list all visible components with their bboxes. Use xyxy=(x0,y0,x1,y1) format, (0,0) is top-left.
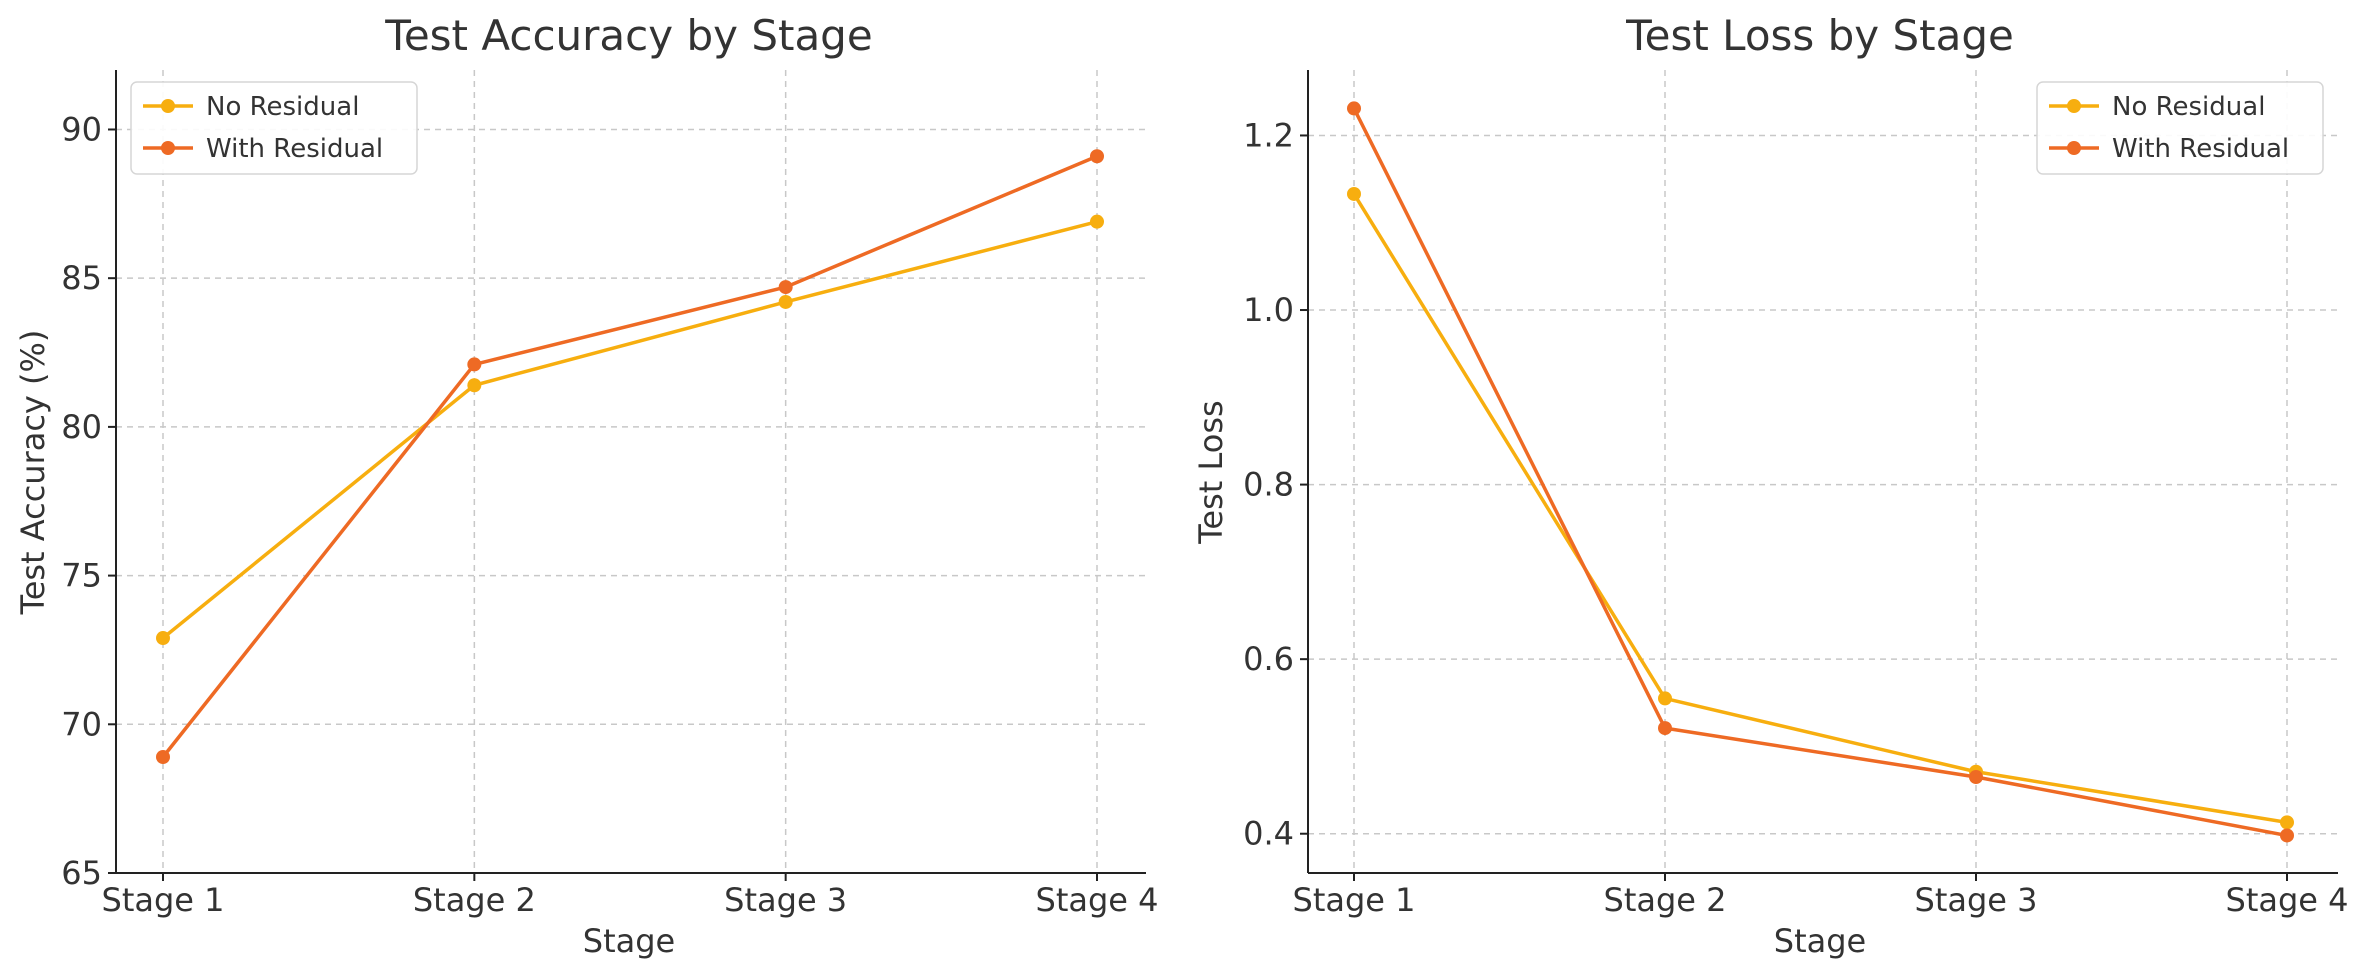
data-point xyxy=(1969,769,1983,784)
x-tick-label: Stage 4 xyxy=(2226,881,2349,919)
legend-marker xyxy=(2067,141,2081,155)
data-point xyxy=(156,631,170,646)
y-tick-label: 1.0 xyxy=(1243,291,1294,329)
data-point xyxy=(1658,721,1672,736)
data-point xyxy=(156,750,170,765)
y-tick-label: 75 xyxy=(61,557,102,595)
series-line-1 xyxy=(1352,107,2288,838)
x-tick-label: Stage 2 xyxy=(1604,881,1727,919)
legend-label: With Residual xyxy=(206,134,383,164)
series-line-0 xyxy=(161,219,1098,640)
y-tick-label: 0.8 xyxy=(1243,466,1294,504)
y-tick-label: 70 xyxy=(61,705,102,743)
chart-title: Test Loss by Stage xyxy=(1625,11,2014,60)
legend-box xyxy=(2036,81,2324,175)
loss-chart: Test Loss by Stage Stage Test Loss Stage… xyxy=(1192,11,2349,960)
data-point xyxy=(778,280,793,295)
x-tick-label: Stage 1 xyxy=(102,881,225,919)
legend: No Residual With Residual xyxy=(2036,81,2324,175)
data-point xyxy=(1090,214,1104,229)
x-axis-label: Stage xyxy=(1774,922,1866,960)
ticks: Stage 1 Stage 2 Stage 3 Stage 4 65 70 75 80 85 90 xyxy=(61,110,1158,919)
series-line-1 xyxy=(161,154,1098,759)
x-tick-label: Stage 2 xyxy=(413,881,536,919)
y-tick-label: 0.6 xyxy=(1243,640,1294,678)
x-tick-label: Stage 4 xyxy=(1036,881,1159,919)
y-tick-label: 85 xyxy=(61,259,102,297)
axes xyxy=(115,70,1146,874)
legend-marker xyxy=(161,99,175,113)
legend-label: With Residual xyxy=(2112,134,2289,164)
legend-label: No Residual xyxy=(206,92,359,122)
data-point xyxy=(2280,815,2294,830)
y-tick-label: 80 xyxy=(61,408,102,446)
data-point xyxy=(467,378,482,393)
series xyxy=(156,149,1104,765)
ticks: Stage 1 Stage 2 Stage 3 Stage 4 0.4 0.6 0.8 1.0… xyxy=(1243,116,2348,919)
data-point xyxy=(1347,101,1361,116)
legend: No Residual With Residual xyxy=(130,81,418,175)
legend-box xyxy=(130,81,418,175)
legend-marker xyxy=(161,141,175,155)
accuracy-chart: Test Accuracy by Stage Stage Test Accura… xyxy=(14,11,1159,960)
x-tick-label: Stage 3 xyxy=(1915,881,2038,919)
x-tick-label: Stage 1 xyxy=(1293,881,1416,919)
y-tick-label: 1.2 xyxy=(1243,116,1294,154)
axes xyxy=(1307,70,2338,874)
chart-title: Test Accuracy by Stage xyxy=(384,11,872,60)
y-tick-label: 65 xyxy=(61,854,102,892)
series xyxy=(1347,101,2294,843)
legend-label: No Residual xyxy=(2112,92,2265,122)
legend-marker xyxy=(2067,99,2081,113)
grid xyxy=(116,70,1146,874)
data-point xyxy=(467,357,482,372)
y-axis-label: Test Accuracy (%) xyxy=(14,330,52,616)
data-point xyxy=(778,294,793,309)
series-line-0 xyxy=(1352,193,2288,825)
data-point xyxy=(2280,828,2294,843)
y-tick-label: 90 xyxy=(61,110,102,148)
data-point xyxy=(1658,691,1672,706)
x-tick-label: Stage 3 xyxy=(724,881,847,919)
x-axis-label: Stage xyxy=(583,922,675,960)
data-point xyxy=(1090,149,1104,164)
y-axis-label: Test Loss xyxy=(1192,400,1230,544)
data-point xyxy=(1347,186,1361,201)
y-tick-label: 0.4 xyxy=(1243,815,1294,853)
